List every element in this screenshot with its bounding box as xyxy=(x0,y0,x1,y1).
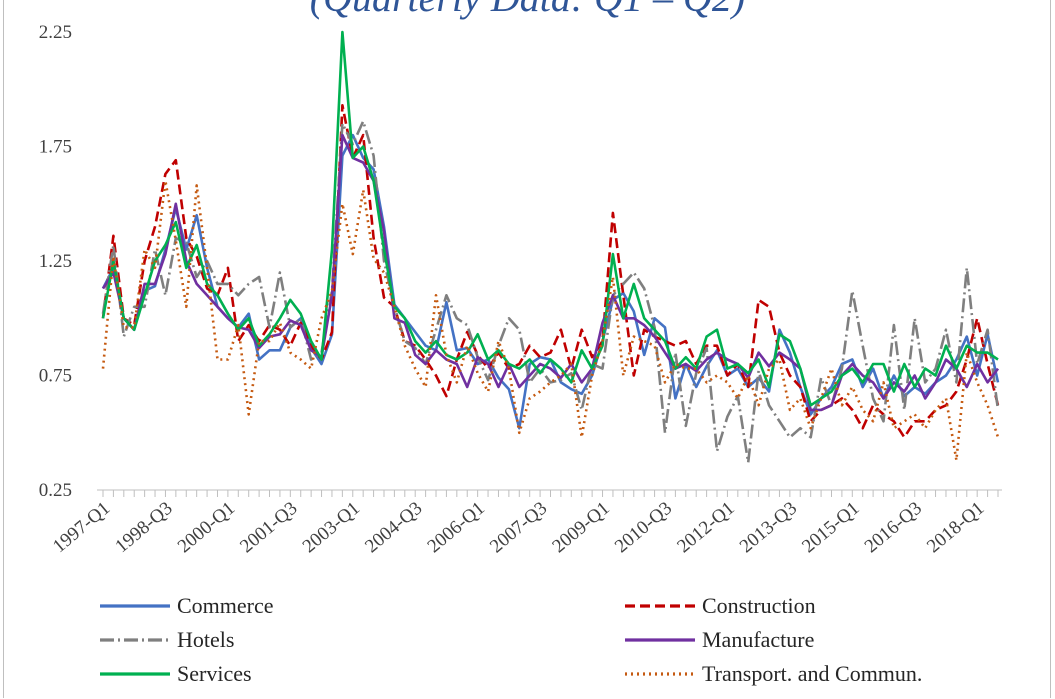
legend-label: Construction xyxy=(702,593,816,618)
series-line-construction xyxy=(101,104,1000,439)
y-tick-label: 0.75 xyxy=(39,366,72,387)
series-line-manufacture xyxy=(101,133,1000,412)
legend-label: Transport. and Commun. xyxy=(702,661,922,686)
legend-label: Manufacture xyxy=(702,627,814,652)
legend-label: Services xyxy=(177,661,252,686)
chart-frame xyxy=(3,0,1051,698)
series-line-services xyxy=(101,30,999,407)
y-tick-label: 1.75 xyxy=(39,137,72,158)
legend-label: Hotels xyxy=(177,627,234,652)
series-lines xyxy=(101,30,1000,464)
chart-title: (Quarterly Data: Q1 – Q2) xyxy=(0,0,1055,21)
y-tick-label: 0.25 xyxy=(39,480,72,501)
y-tick-label: 1.25 xyxy=(39,251,72,272)
series-line-hotels xyxy=(101,120,1000,464)
y-tick-label: 2.25 xyxy=(39,22,72,43)
legend: Commerce Construction Hotels Manufacture Ser… xyxy=(100,593,922,686)
legend-label: Commerce xyxy=(177,593,274,618)
y-axis: 0.25 0.75 1.25 1.75 2.25 xyxy=(39,22,72,501)
